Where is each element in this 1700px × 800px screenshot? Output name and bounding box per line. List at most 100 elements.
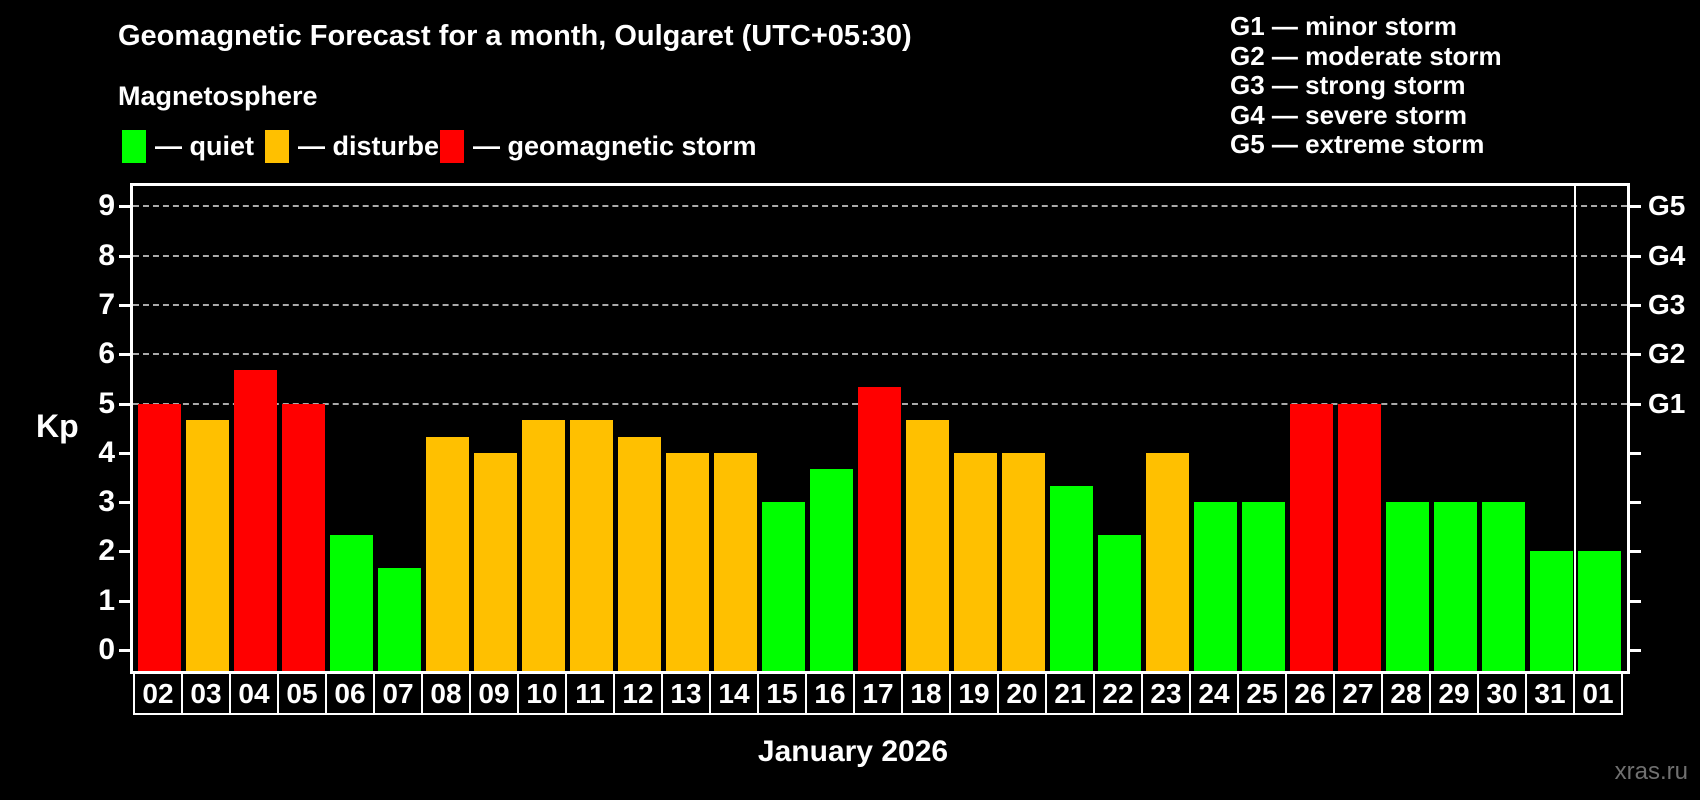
- chart-title: Geomagnetic Forecast for a month, Oulgar…: [118, 20, 912, 52]
- bar-day-14: [713, 452, 757, 671]
- day-label-05: 05: [277, 672, 327, 715]
- bar-day-12: [617, 436, 661, 671]
- g-axis-tick-mark: [1630, 254, 1641, 258]
- plot-area: [130, 183, 1630, 674]
- kp-tick-mark: [119, 501, 130, 505]
- day-label-11: 11: [565, 672, 615, 715]
- bar-day-17: [857, 387, 901, 671]
- bar-day-19: [953, 452, 997, 671]
- day-label-06: 06: [325, 672, 375, 715]
- bar-day-30: [1481, 502, 1525, 671]
- legend-swatch-quiet-icon: [122, 130, 146, 163]
- bar-day-09: [473, 452, 517, 671]
- day-label-22: 22: [1093, 672, 1143, 715]
- g-axis-label-G3: G3: [1648, 288, 1686, 320]
- bar-day-26: [1289, 403, 1333, 671]
- g-axis-tick-mark: [1630, 599, 1641, 603]
- magnetosphere-label: Magnetosphere: [118, 81, 318, 111]
- g-axis-label-G4: G4: [1648, 239, 1686, 271]
- bar-day-24: [1193, 502, 1237, 671]
- bar-day-16: [809, 469, 853, 671]
- day-label-31: 31: [1525, 672, 1575, 715]
- bar-day-13: [665, 452, 709, 671]
- bar-day-28: [1385, 502, 1429, 671]
- gridline-kp8: [133, 254, 1627, 257]
- legend-swatch-storm-icon: [440, 130, 464, 163]
- kp-tick-label-5: 5: [98, 386, 115, 420]
- bar-day-01: [1577, 551, 1621, 671]
- day-label-29: 29: [1429, 672, 1479, 715]
- g-scale-legend: G1 — minor storm G2 — moderate storm G3 — …: [1230, 11, 1502, 160]
- bar-day-10: [521, 419, 565, 671]
- day-label-21: 21: [1045, 672, 1095, 715]
- kp-tick-label-8: 8: [98, 238, 115, 272]
- bar-day-20: [1001, 452, 1045, 671]
- g-axis-tick-mark: [1630, 205, 1641, 209]
- day-label-13: 13: [661, 672, 711, 715]
- day-label-12: 12: [613, 672, 663, 715]
- kp-tick-label-3: 3: [98, 485, 115, 519]
- day-label-03: 03: [181, 672, 231, 715]
- day-label-19: 19: [949, 672, 999, 715]
- bar-day-05: [281, 403, 325, 671]
- kp-tick-label-4: 4: [98, 435, 115, 469]
- g-axis-tick-mark: [1630, 353, 1641, 357]
- gridline-kp9: [133, 205, 1627, 208]
- g-axis-label-G2: G2: [1648, 338, 1686, 370]
- bar-day-03: [185, 419, 229, 671]
- g-legend-line: G4 — severe storm: [1230, 99, 1468, 130]
- kp-tick-label-7: 7: [98, 287, 115, 321]
- bar-day-23: [1145, 452, 1189, 671]
- bar-day-07: [377, 567, 421, 671]
- kp-axis-title: Kp: [36, 408, 79, 444]
- bar-day-15: [761, 502, 805, 671]
- kp-tick-mark: [119, 649, 130, 652]
- day-label-25: 25: [1237, 672, 1287, 715]
- day-label-26: 26: [1285, 672, 1335, 715]
- kp-tick-mark: [119, 303, 130, 307]
- gridline-kp6: [133, 353, 1627, 356]
- day-label-16: 16: [805, 672, 855, 715]
- bar-day-06: [329, 535, 373, 671]
- legend-label-storm: — geomagnetic storm: [473, 131, 757, 161]
- day-label-18: 18: [901, 672, 951, 715]
- bar-day-02: [137, 403, 181, 671]
- kp-tick-label-2: 2: [98, 534, 115, 568]
- g-axis-tick-mark: [1630, 402, 1641, 406]
- g-legend-line: G1 — minor storm: [1230, 11, 1457, 41]
- g-legend-line: G3 — strong storm: [1230, 70, 1466, 101]
- kp-tick-label-9: 9: [98, 189, 115, 223]
- bar-day-29: [1433, 502, 1477, 671]
- bar-day-11: [569, 419, 613, 671]
- kp-tick-mark: [119, 402, 130, 406]
- kp-tick-mark: [119, 550, 130, 554]
- day-label-30: 30: [1477, 672, 1527, 715]
- day-label-15: 15: [757, 672, 807, 715]
- bar-day-31: [1529, 551, 1573, 671]
- g-axis-tick-mark: [1630, 303, 1641, 307]
- day-label-07: 07: [373, 672, 423, 715]
- day-label-08: 08: [421, 672, 471, 715]
- kp-tick-mark: [119, 205, 130, 209]
- month-separator-line: [1574, 186, 1576, 671]
- day-label-02: 02: [133, 672, 183, 715]
- bar-day-08: [425, 436, 469, 671]
- g-axis-tick-mark: [1630, 501, 1641, 505]
- day-label-28: 28: [1381, 672, 1431, 715]
- kp-tick-mark: [119, 254, 130, 258]
- g-axis-label-G1: G1: [1648, 387, 1686, 419]
- day-label-27: 27: [1333, 672, 1383, 715]
- kp-tick-mark: [119, 353, 130, 357]
- bar-day-27: [1337, 403, 1381, 671]
- g-legend-line: G2 — moderate storm: [1230, 40, 1502, 71]
- kp-tick-mark: [119, 451, 130, 455]
- day-label-09: 09: [469, 672, 519, 715]
- g-axis-tick-mark: [1630, 451, 1641, 455]
- day-label-14: 14: [709, 672, 759, 715]
- bar-day-22: [1097, 535, 1141, 671]
- bar-day-04: [233, 370, 277, 671]
- g-axis-tick-mark: [1630, 550, 1641, 554]
- g-axis-tick-mark: [1630, 649, 1641, 652]
- legend-label-quiet: — quiet: [155, 131, 254, 161]
